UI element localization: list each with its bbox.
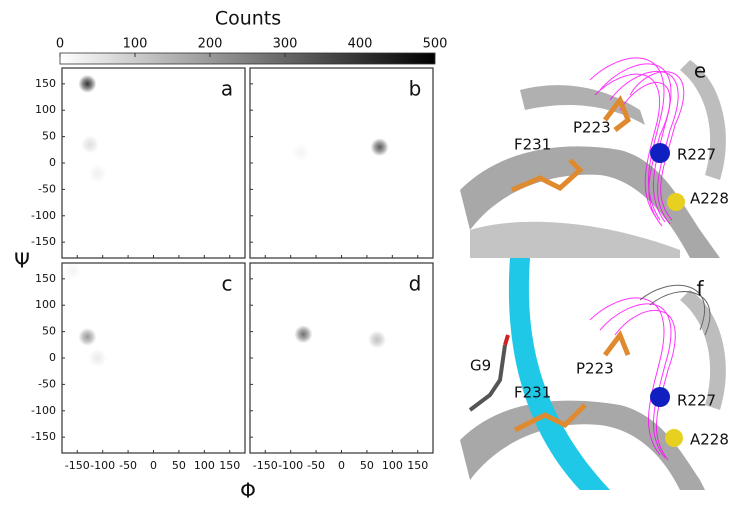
- x-tick-label: -100: [90, 459, 115, 472]
- panel-label: f: [696, 277, 704, 301]
- panel-background: [250, 263, 433, 453]
- panel-label: c: [222, 272, 233, 296]
- residue-label: A228: [690, 431, 729, 449]
- panel-background: [62, 68, 245, 258]
- residue-label: P223: [573, 119, 611, 137]
- density-blob: [78, 74, 97, 93]
- x-tick-label: -150: [65, 459, 90, 472]
- x-tick-label: 100: [194, 459, 215, 472]
- density-blob: [80, 135, 99, 154]
- colorbar-tick-label: 0: [56, 37, 64, 52]
- residue-label: R227: [677, 392, 716, 410]
- colorbar-tick-label: 300: [273, 37, 298, 52]
- structure-e: [458, 45, 735, 258]
- residue-label: F231: [514, 384, 551, 402]
- x-tick-label: 150: [219, 459, 240, 472]
- x-tick-label: 150: [407, 459, 428, 472]
- y-tick-label: 0: [49, 351, 56, 364]
- residue-label: A228: [690, 190, 729, 208]
- density-blob: [294, 325, 313, 344]
- panel-label: d: [409, 272, 422, 296]
- colorbar-tick-label: 500: [423, 37, 448, 52]
- density-blob: [78, 327, 97, 346]
- x-tick-label: 0: [338, 459, 345, 472]
- x-tick-label: 100: [382, 459, 403, 472]
- residue-label: G9: [470, 357, 491, 375]
- x-tick-label: -150: [253, 459, 278, 472]
- panel-background: [250, 68, 433, 258]
- y-axis-label: Ψ: [14, 249, 30, 273]
- colorbar-tick-label: 100: [123, 37, 148, 52]
- y-tick-label: 100: [35, 298, 56, 311]
- colorbar-tick-label: 400: [348, 37, 373, 52]
- y-tick-label: -50: [38, 182, 56, 195]
- colorbar: [59, 52, 436, 65]
- x-tick-label: -50: [307, 459, 325, 472]
- x-tick-label: 0: [150, 459, 157, 472]
- y-tick-label: 0: [49, 156, 56, 169]
- y-tick-label: -50: [38, 377, 56, 390]
- x-tick-label: 50: [172, 459, 186, 472]
- density-blob: [291, 143, 310, 162]
- y-tick-label: 150: [35, 77, 56, 90]
- y-tick-label: 150: [35, 272, 56, 285]
- y-tick-label: -150: [31, 235, 56, 248]
- y-tick-label: -100: [31, 404, 56, 417]
- colorbar-tick-label: 200: [198, 37, 223, 52]
- x-axis-label: Φ: [240, 479, 256, 503]
- y-tick-label: -150: [31, 430, 56, 443]
- y-tick-label: 50: [42, 325, 56, 338]
- x-tick-label: -50: [119, 459, 137, 472]
- panel-label: e: [694, 59, 706, 83]
- panel-label: b: [409, 77, 422, 101]
- y-tick-label: 50: [42, 130, 56, 143]
- density-blob: [368, 330, 387, 349]
- residue-label: R227: [677, 146, 716, 164]
- density-blob: [88, 164, 107, 183]
- y-tick-label: 100: [35, 103, 56, 116]
- density-blob: [88, 349, 107, 367]
- structure-f: [460, 258, 726, 490]
- density-blob: [63, 261, 82, 280]
- x-tick-label: -100: [278, 459, 303, 472]
- panel-label: a: [221, 77, 233, 101]
- colorbar-title: Counts: [215, 8, 281, 30]
- y-tick-label: -100: [31, 209, 56, 222]
- x-tick-label: 50: [360, 459, 374, 472]
- residue-label: F231: [514, 136, 551, 154]
- residue-label: P223: [576, 360, 614, 378]
- density-blob: [370, 138, 389, 157]
